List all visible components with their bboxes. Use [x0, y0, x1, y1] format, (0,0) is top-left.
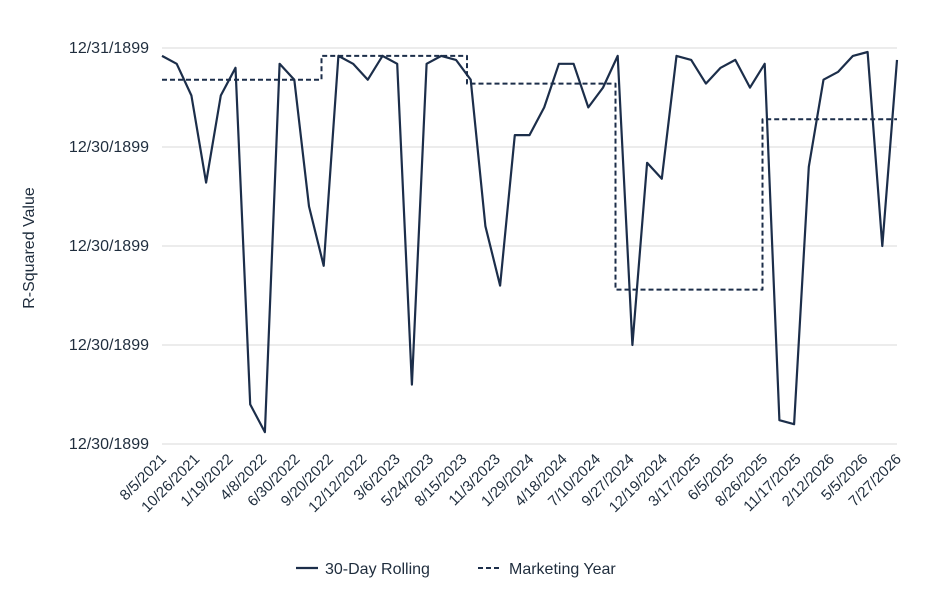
series-line-30-day-rolling	[161, 50, 899, 434]
series-lines	[161, 50, 899, 434]
y-tick-label: 12/30/1899	[69, 238, 149, 255]
y-tick-label: 12/30/1899	[69, 436, 149, 453]
y-axis-title: R-Squared Value	[21, 187, 38, 309]
legend: 30-Day Rolling Marketing Year	[296, 561, 616, 578]
y-tick-label: 12/30/1899	[69, 139, 149, 156]
y-tick-label: 12/31/1899	[69, 40, 149, 57]
y-axis-ticks: 12/31/1899 12/30/1899 12/30/1899 12/30/1899…	[69, 40, 149, 453]
y-tick-label: 12/30/1899	[69, 337, 149, 354]
x-axis-ticks: 8/5/202110/26/20211/19/20224/8/20226/30/…	[117, 451, 905, 516]
series-line-marketing-year	[162, 54, 897, 291]
legend-label-rolling: 30-Day Rolling	[325, 561, 430, 578]
gridlines	[162, 47, 897, 445]
legend-label-marketing: Marketing Year	[509, 561, 616, 578]
